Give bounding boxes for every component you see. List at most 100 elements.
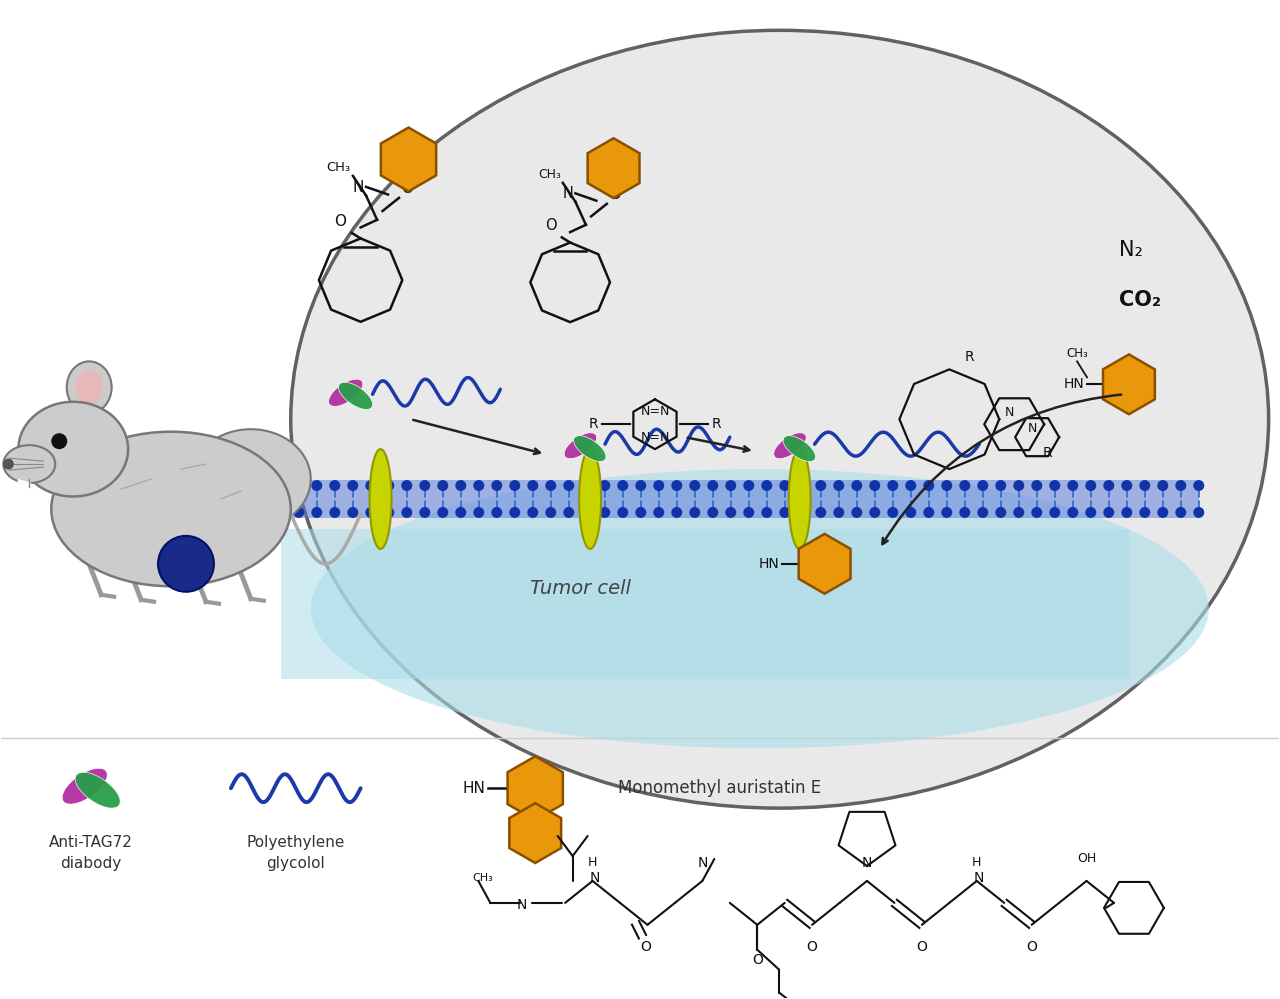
Ellipse shape [291,30,1268,808]
Text: CH₃: CH₃ [538,168,561,181]
Circle shape [869,481,881,492]
Circle shape [923,481,934,492]
Text: O: O [916,940,927,954]
Circle shape [690,481,700,492]
Text: CH₃: CH₃ [326,161,351,174]
Circle shape [959,481,970,492]
Circle shape [671,481,682,492]
Circle shape [762,506,772,517]
Circle shape [617,506,628,517]
Polygon shape [381,128,436,192]
Text: N: N [589,871,600,885]
Polygon shape [799,533,850,593]
Circle shape [509,506,520,517]
Circle shape [1085,506,1096,517]
Text: O: O [1027,940,1037,954]
Circle shape [635,506,646,517]
Text: O: O [751,953,763,967]
Text: O: O [545,218,557,233]
Circle shape [275,481,287,492]
Circle shape [780,506,790,517]
Ellipse shape [63,768,108,804]
Circle shape [51,434,68,450]
Ellipse shape [191,430,311,528]
Circle shape [887,506,899,517]
Ellipse shape [783,436,815,462]
Polygon shape [508,756,563,820]
Circle shape [293,506,305,517]
Circle shape [438,506,448,517]
Circle shape [1139,481,1151,492]
Text: H: H [972,856,982,869]
Ellipse shape [579,450,602,548]
Circle shape [726,481,736,492]
Text: HN: HN [759,556,780,570]
Circle shape [762,481,772,492]
Text: N₂: N₂ [1119,240,1143,260]
Ellipse shape [774,433,806,459]
Circle shape [1175,481,1187,492]
Ellipse shape [573,436,605,462]
Text: Anti-TAG72
diabody: Anti-TAG72 diabody [49,835,133,871]
Circle shape [311,506,323,517]
Text: HN: HN [1064,378,1084,392]
Circle shape [420,506,430,517]
Circle shape [708,481,718,492]
Circle shape [1139,506,1151,517]
Circle shape [851,481,863,492]
Circle shape [978,506,988,517]
Ellipse shape [18,402,128,497]
Text: H: H [588,856,598,869]
Circle shape [365,481,376,492]
Text: N: N [352,180,364,195]
Circle shape [329,481,340,492]
Circle shape [157,535,214,591]
Ellipse shape [329,380,362,407]
Text: O: O [640,940,652,954]
Text: N: N [1005,407,1014,420]
Text: N: N [517,898,527,912]
Ellipse shape [338,383,372,410]
Ellipse shape [370,450,392,548]
Text: N=N: N=N [640,431,669,444]
Circle shape [402,481,412,492]
Circle shape [1175,506,1187,517]
Circle shape [671,506,682,517]
Polygon shape [588,138,640,198]
Circle shape [905,506,916,517]
Text: N: N [861,856,872,870]
Circle shape [869,506,881,517]
Circle shape [1014,506,1024,517]
Circle shape [581,506,593,517]
Text: Polyethylene
glycolol: Polyethylene glycolol [247,835,344,871]
Circle shape [438,481,448,492]
Circle shape [1121,481,1133,492]
Text: R: R [712,418,722,432]
Circle shape [815,506,827,517]
Circle shape [1050,506,1060,517]
Circle shape [978,481,988,492]
Circle shape [708,506,718,517]
Text: HN: HN [462,780,485,795]
Circle shape [690,506,700,517]
Circle shape [635,481,646,492]
Circle shape [797,481,808,492]
Circle shape [1103,481,1115,492]
Text: O: O [334,214,347,229]
Circle shape [474,506,484,517]
Circle shape [1014,481,1024,492]
Text: R: R [1042,447,1052,461]
Circle shape [581,481,593,492]
Circle shape [996,506,1006,517]
Circle shape [1103,506,1115,517]
Ellipse shape [76,772,120,808]
Bar [280,528,1129,678]
Circle shape [1157,506,1169,517]
Circle shape [3,459,14,470]
Ellipse shape [4,446,55,484]
Circle shape [456,506,466,517]
Text: Tumor cell: Tumor cell [530,579,631,598]
Circle shape [653,481,664,492]
Circle shape [1050,481,1060,492]
Circle shape [545,481,557,492]
